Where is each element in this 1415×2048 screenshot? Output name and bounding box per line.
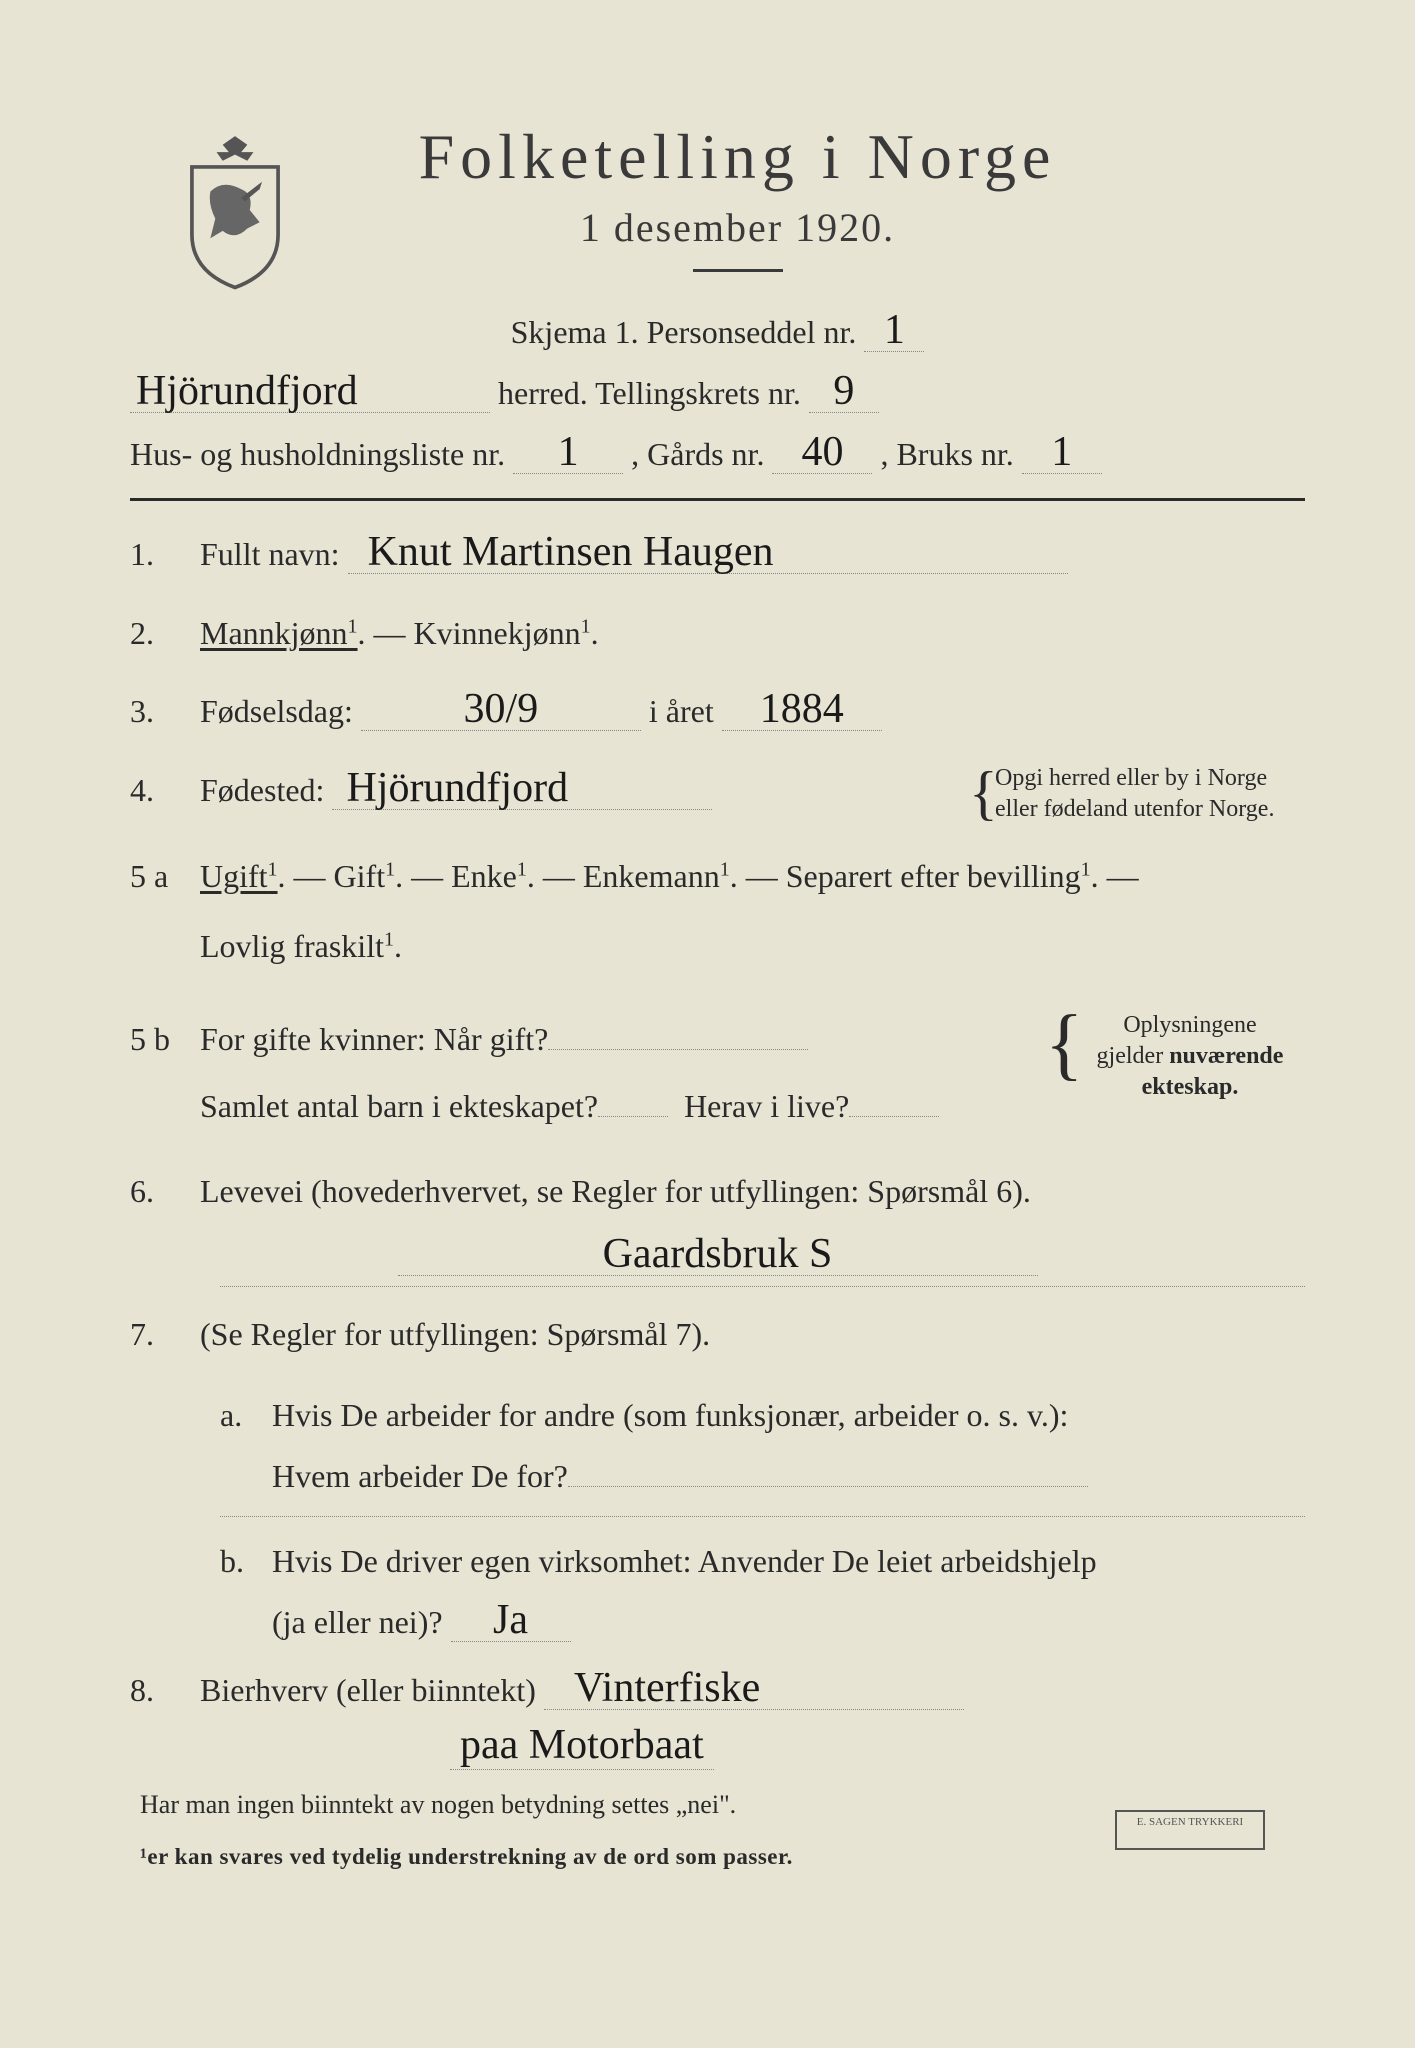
q7: 7. (Se Regler for utfyllingen: Spørsmål … — [130, 1307, 1305, 1361]
gaard-label: , Gårds nr. — [631, 436, 764, 472]
q8-label: Bierhverv (eller biinntekt) — [200, 1672, 536, 1708]
q1: 1. Fullt navn: Knut Martinsen Haugen — [130, 527, 1305, 581]
q5a-num: 5 a — [130, 849, 200, 903]
q5b-l2a: Samlet antal barn i ekteskapet? — [200, 1088, 598, 1124]
dotted-rule — [220, 1516, 1305, 1517]
q2: 2. Mannkjønn1. — Kvinnekjønn1. — [130, 606, 1305, 660]
q3-label: Fødselsdag: — [200, 693, 353, 729]
q5a-ugift: Ugift1 — [200, 858, 278, 894]
q2-num: 2. — [130, 606, 200, 660]
q1-num: 1. — [130, 527, 200, 581]
hus-line: Hus- og husholdningsliste nr. 1 , Gårds … — [130, 424, 1305, 485]
q3: 3. Fødselsdag: 30/9 i året 1884 — [130, 684, 1305, 738]
q2-mann: Mannkjønn1 — [200, 615, 358, 651]
q5a-enke: Enke1 — [451, 858, 527, 894]
q5a: 5 a Ugift1. — Gift1. — Enke1. — Enkemann… — [130, 841, 1305, 982]
q7a: a. Hvis De arbeider for andre (som funks… — [220, 1385, 1305, 1507]
person-nr: 1 — [864, 309, 924, 352]
q7a-l1: Hvis De arbeider for andre (som funksjon… — [272, 1397, 1068, 1433]
schema-line: Skjema 1. Personseddel nr. 1 — [130, 302, 1305, 363]
divider-rule — [130, 498, 1305, 501]
q6-label: Levevei (hovederhvervet, se Regler for u… — [200, 1173, 1031, 1209]
gaard-nr: 40 — [772, 431, 872, 474]
q4-label: Fødested: — [200, 772, 324, 808]
brace-icon: { — [969, 763, 998, 823]
schema-label: Skjema 1. Personseddel nr. — [511, 314, 857, 350]
q7-label: (Se Regler for utfyllingen: Spørsmål 7). — [200, 1316, 710, 1352]
herred-value: Hjörundfjord — [130, 370, 490, 413]
krets-nr: 9 — [809, 370, 879, 413]
q7b: b. Hvis De driver egen virksomhet: Anven… — [220, 1531, 1305, 1653]
q5a-separert: Separert efter bevilling1 — [786, 858, 1091, 894]
q3-year: 1884 — [722, 688, 882, 731]
bruks-label: , Bruks nr. — [880, 436, 1013, 472]
q7b-value: Ja — [451, 1599, 571, 1642]
q6-value-line: Gaardsbruk S — [130, 1233, 1305, 1276]
q3-year-label: i året — [649, 693, 714, 729]
dotted-rule — [220, 1286, 1305, 1287]
q2-kvinne: Kvinnekjønn1 — [414, 615, 591, 651]
q8-value1: Vinterfiske — [544, 1667, 964, 1710]
bruks-nr: 1 — [1022, 431, 1102, 474]
hus-nr: 1 — [513, 431, 623, 474]
q1-label: Fullt navn: — [200, 536, 340, 572]
hus-label: Hus- og husholdningsliste nr. — [130, 436, 505, 472]
q5b-note: { Oplysningene gjelder nuværende ekteska… — [1075, 1010, 1305, 1104]
census-form-page: Folketelling i Norge 1 desember 1920. Sk… — [130, 120, 1305, 1870]
brace-icon: { — [1045, 1004, 1083, 1084]
q3-day: 30/9 — [361, 688, 641, 731]
coat-of-arms-icon — [170, 130, 300, 290]
title-block: Folketelling i Norge 1 desember 1920. — [170, 120, 1305, 272]
q5a-fraskilt: Lovlig fraskilt1 — [200, 928, 394, 964]
q5a-enkemann: Enkemann1 — [583, 858, 730, 894]
title-rule — [693, 269, 783, 272]
q4-note: { Opgi herred eller by i Norge eller fød… — [995, 763, 1305, 825]
q7-num: 7. — [130, 1307, 200, 1361]
q5b-l2b: Herav i live? — [684, 1088, 849, 1124]
q7a-l2: Hvem arbeider De for? — [272, 1458, 568, 1494]
q1-value: Knut Martinsen Haugen — [348, 531, 1068, 574]
q3-num: 3. — [130, 684, 200, 738]
q7b-l2: (ja eller nei)? — [272, 1604, 443, 1640]
q7b-l1: Hvis De driver egen virksomhet: Anvender… — [272, 1543, 1097, 1579]
q6-value: Gaardsbruk S — [398, 1233, 1038, 1276]
q8: 8. Bierhverv (eller biinntekt) Vinterfis… — [130, 1663, 1305, 1717]
q8-value2: paa Motorbaat — [450, 1721, 714, 1770]
q6: 6. Levevei (hovederhvervet, se Regler fo… — [130, 1164, 1305, 1218]
q5b-num: 5 b — [130, 1012, 200, 1066]
main-title: Folketelling i Norge — [170, 120, 1305, 194]
q4: 4. Fødested: Hjörundfjord { Opgi herred … — [130, 763, 1305, 817]
q5b: 5 b For gifte kvinner: Når gift? Samlet … — [130, 1006, 1305, 1140]
q5a-gift: Gift1 — [334, 858, 396, 894]
q7a-label: a. — [220, 1385, 264, 1446]
subtitle-date: 1 desember 1920. — [170, 204, 1305, 251]
q5b-l1: For gifte kvinner: Når gift? — [200, 1021, 548, 1057]
q7b-label: b. — [220, 1531, 264, 1592]
q4-num: 4. — [130, 763, 200, 817]
q8-line2: paa Motorbaat — [130, 1721, 1305, 1770]
q6-num: 6. — [130, 1164, 200, 1218]
q8-num: 8. — [130, 1663, 200, 1717]
q4-value: Hjörundfjord — [332, 767, 712, 810]
printer-stamp: E. SAGEN TRYKKERI — [1115, 1810, 1265, 1850]
herred-line: Hjörundfjord herred. Tellingskrets nr. 9 — [130, 363, 1305, 424]
herred-suffix: herred. Tellingskrets nr. — [498, 375, 801, 411]
